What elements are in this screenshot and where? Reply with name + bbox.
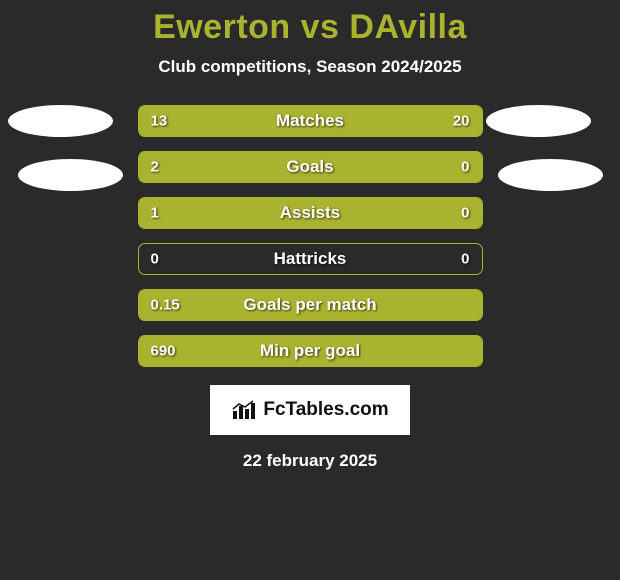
stat-value-left: 0 [151, 251, 159, 268]
vs-separator: vs [291, 8, 350, 46]
decorative-oval-2 [486, 105, 591, 137]
branding-badge: FcTables.com [210, 385, 410, 435]
stat-bars: Matches1320 Goals20 Assists10 Hattricks0 0 Go… [138, 105, 483, 367]
stat-value-right: 0 [461, 251, 469, 268]
stat-row-matches: Matches1320 [138, 105, 483, 137]
bar-fill-left [139, 336, 482, 366]
bar-fill-left [139, 198, 403, 228]
stat-row-hattricks: Hattricks0 0 [138, 243, 483, 275]
page-title: Ewerton vs DAvilla [0, 8, 620, 47]
branding-text: FcTables.com [263, 399, 388, 421]
bar-fill-right [403, 198, 482, 228]
decorative-oval-0 [8, 105, 113, 137]
chart-icon [231, 399, 257, 421]
stat-row-assists: Assists10 [138, 197, 483, 229]
bar-fill-left [139, 290, 482, 320]
decorative-oval-1 [18, 159, 123, 191]
stat-row-goals: Goals20 [138, 151, 483, 183]
comparison-card: Ewerton vs DAvilla Club competitions, Se… [0, 0, 620, 580]
bar-fill-right [403, 152, 482, 182]
player2-name: DAvilla [349, 8, 467, 46]
bar-fill-left [139, 152, 403, 182]
stat-row-goals-per-match: Goals per match0.15 [138, 289, 483, 321]
subtitle: Club competitions, Season 2024/2025 [0, 57, 620, 77]
decorative-oval-3 [498, 159, 603, 191]
date-text: 22 february 2025 [0, 451, 620, 471]
bar-fill-left [139, 106, 273, 136]
stat-row-min-per-goal: Min per goal690 [138, 335, 483, 367]
player1-name: Ewerton [153, 8, 291, 46]
bar-fill-right [272, 106, 481, 136]
stat-label: Hattricks [139, 249, 482, 269]
content-area: Matches1320 Goals20 Assists10 Hattricks0 0 Go… [0, 105, 620, 367]
